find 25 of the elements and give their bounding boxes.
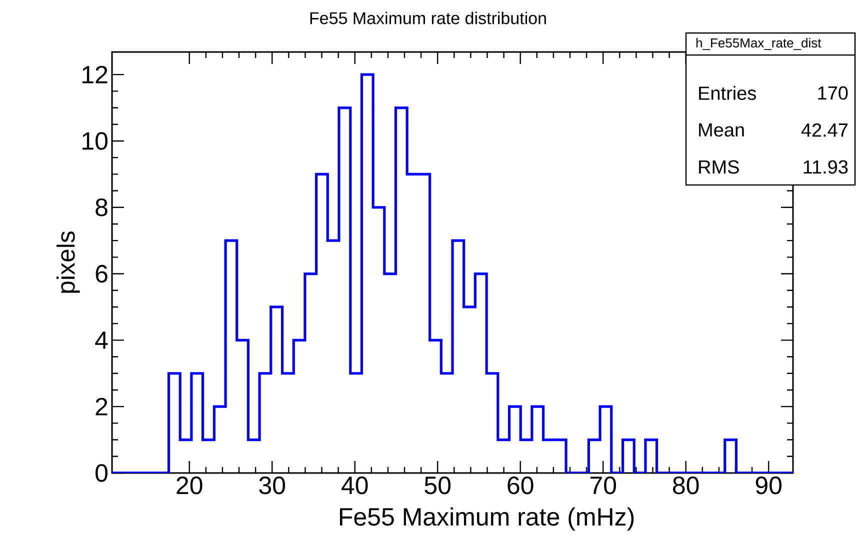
chart-title: Fe55 Maximum rate distribution	[310, 12, 546, 24]
y-tick-label: 2	[96, 398, 108, 416]
x-tick-label: 90	[756, 476, 782, 494]
text: 42.47	[801, 123, 848, 137]
x-tick-label: 30	[259, 476, 286, 494]
text: 170	[818, 86, 848, 100]
annotation: RMS	[699, 160, 739, 174]
annotation: Mean	[699, 123, 744, 137]
y-tick-label: 4	[95, 332, 108, 349]
x-axis-title: Fe55 Maximum rate (mHz)	[340, 507, 634, 531]
x-tick-label: 70	[590, 476, 616, 494]
text: 11.93	[804, 160, 848, 174]
y-tick-label: 0	[96, 464, 108, 482]
x-tick-label: 80	[673, 476, 699, 494]
annotation: Entries	[699, 86, 756, 100]
y-tick-label: 6	[96, 264, 108, 283]
text: h_Fe55Max_rate_dist	[696, 38, 822, 50]
y-tick-label: 8	[96, 198, 108, 216]
x-tick-label: 20	[176, 476, 202, 494]
y-tick-label: 10	[82, 132, 108, 150]
x-tick-label: 40	[342, 476, 368, 494]
y-tick-label: 12	[82, 66, 108, 84]
x-tick-label: 50	[424, 476, 451, 494]
y-axis-title: pixels	[56, 231, 80, 293]
x-tick-label: 60	[508, 476, 534, 494]
